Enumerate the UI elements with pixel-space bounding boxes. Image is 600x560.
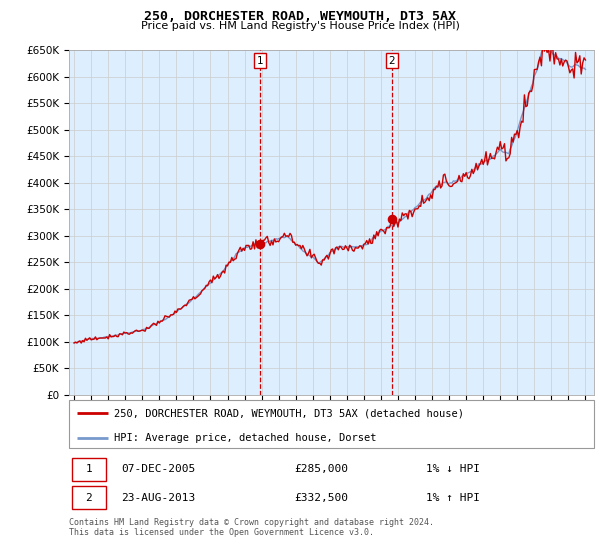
Text: 2: 2 bbox=[389, 55, 395, 66]
Point bbox=[387, 214, 397, 223]
Text: 250, DORCHESTER ROAD, WEYMOUTH, DT3 5AX: 250, DORCHESTER ROAD, WEYMOUTH, DT3 5AX bbox=[144, 10, 456, 23]
Text: Price paid vs. HM Land Registry's House Price Index (HPI): Price paid vs. HM Land Registry's House … bbox=[140, 21, 460, 31]
Text: £285,000: £285,000 bbox=[295, 464, 349, 474]
Text: 1: 1 bbox=[257, 55, 263, 66]
Text: HPI: Average price, detached house, Dorset: HPI: Average price, detached house, Dors… bbox=[113, 432, 376, 442]
FancyBboxPatch shape bbox=[71, 458, 106, 481]
FancyBboxPatch shape bbox=[71, 486, 106, 510]
Text: £332,500: £332,500 bbox=[295, 493, 349, 503]
Text: 250, DORCHESTER ROAD, WEYMOUTH, DT3 5AX (detached house): 250, DORCHESTER ROAD, WEYMOUTH, DT3 5AX … bbox=[113, 408, 464, 418]
Text: 1% ↑ HPI: 1% ↑ HPI bbox=[426, 493, 480, 503]
FancyBboxPatch shape bbox=[69, 400, 594, 448]
Text: 07-DEC-2005: 07-DEC-2005 bbox=[121, 464, 196, 474]
Point bbox=[256, 239, 265, 248]
Text: 23-AUG-2013: 23-AUG-2013 bbox=[121, 493, 196, 503]
Text: 1: 1 bbox=[85, 464, 92, 474]
Text: Contains HM Land Registry data © Crown copyright and database right 2024.
This d: Contains HM Land Registry data © Crown c… bbox=[69, 518, 434, 538]
Text: 2: 2 bbox=[85, 493, 92, 503]
Text: 1% ↓ HPI: 1% ↓ HPI bbox=[426, 464, 480, 474]
